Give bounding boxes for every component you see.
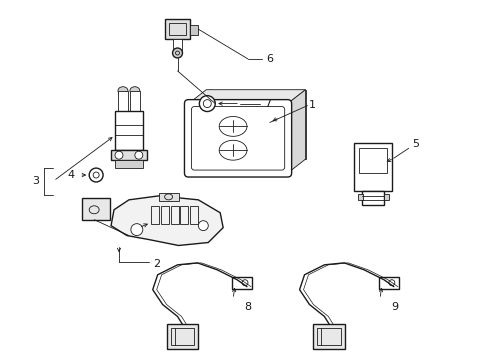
Polygon shape	[206, 90, 305, 159]
Ellipse shape	[219, 140, 246, 160]
Text: 8: 8	[244, 302, 251, 312]
Bar	[118, 91, 128, 113]
Ellipse shape	[198, 221, 208, 231]
Bar	[317, 328, 341, 345]
Text: 3: 3	[32, 176, 39, 186]
Bar	[361, 191, 383, 205]
Polygon shape	[287, 90, 305, 173]
Bar	[170, 206, 178, 224]
Bar	[168, 23, 186, 35]
Ellipse shape	[199, 96, 215, 112]
Bar	[170, 328, 194, 345]
Ellipse shape	[172, 48, 182, 58]
Text: 9: 9	[390, 302, 398, 312]
Bar	[190, 206, 198, 224]
Text: 5: 5	[411, 139, 418, 149]
FancyBboxPatch shape	[184, 100, 291, 177]
Text: 7: 7	[264, 99, 271, 109]
Bar	[353, 143, 391, 191]
Bar	[115, 160, 142, 168]
Ellipse shape	[89, 168, 103, 182]
Bar	[164, 19, 190, 39]
Bar	[180, 206, 188, 224]
Ellipse shape	[135, 151, 142, 159]
Bar	[82, 198, 110, 220]
Bar	[158, 193, 178, 201]
Polygon shape	[188, 90, 305, 104]
Ellipse shape	[130, 87, 140, 95]
Ellipse shape	[131, 224, 142, 235]
Polygon shape	[111, 196, 223, 246]
Bar	[378, 277, 398, 289]
Ellipse shape	[219, 117, 246, 136]
Bar	[115, 111, 142, 150]
Text: 2: 2	[153, 259, 160, 269]
Bar	[111, 150, 146, 160]
Bar	[313, 324, 345, 349]
Ellipse shape	[118, 87, 128, 95]
Bar	[166, 324, 198, 349]
Bar	[161, 206, 168, 224]
Bar	[383, 194, 388, 200]
Ellipse shape	[115, 151, 122, 159]
Bar	[358, 148, 386, 173]
Bar	[232, 277, 251, 289]
Text: 4: 4	[68, 170, 75, 180]
Text: 6: 6	[266, 54, 273, 64]
Bar	[150, 206, 158, 224]
Text: 1: 1	[308, 100, 315, 109]
Bar	[357, 194, 362, 200]
Bar	[130, 91, 140, 113]
Bar	[190, 25, 198, 35]
Bar	[172, 39, 182, 51]
